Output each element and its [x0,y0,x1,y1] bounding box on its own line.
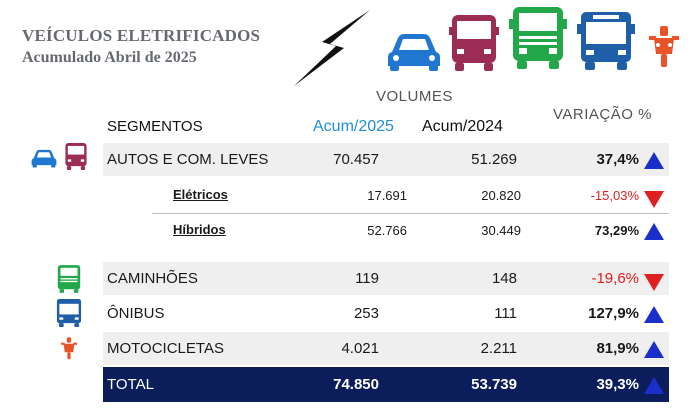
bus-icon [577,12,635,70]
row-variation: 81,9% [596,340,639,357]
row-variation: -15,03% [590,188,639,203]
volumes-header: VOLUMES [376,88,453,105]
row-label: CAMINHÕES [107,270,198,287]
table-row-caminhoes: CAMINHÕES 119 148 -19,6% [103,262,669,295]
up-arrow-icon [644,377,664,394]
row-value-2025: 119 [355,270,379,287]
table-row-autos: AUTOS E COM. LEVES 70.457 51.269 37,4% [103,143,669,176]
down-arrow-icon [644,191,664,208]
acum-2024-header: Acum/2024 [422,118,503,135]
bus-row-icon [56,299,82,327]
up-arrow-icon [644,223,664,240]
lightning-bolt-icon [294,10,370,86]
total-value-2025: 74.850 [333,376,379,393]
row-value-2025: 4.021 [341,340,379,357]
segments-header: SEGMENTOS [107,118,203,135]
down-arrow-icon [644,274,664,291]
row-value-2024: 51.269 [471,151,517,168]
row-value-2025: 253 [353,305,379,322]
acum-2025-header: Acum/2025 [313,118,394,135]
row-label: Híbridos [173,222,226,237]
row-value-2025: 17.691 [367,188,407,203]
row-variation: 73,29% [594,223,639,238]
total-label: TOTAL [107,376,154,393]
variation-header: VARIAÇÃO % [553,106,652,123]
table-row-eletricos: Elétricos 17.691 20.820 -15,03% [103,179,669,212]
page-subtitle: Acumulado Abril de 2025 [22,49,197,66]
row-value-2025: 70.457 [333,151,379,168]
table-row-total: TOTAL 74.850 53.739 39,3% [103,367,669,402]
motorcycle-icon [649,26,679,67]
row-variation: 127,9% [588,305,639,322]
row-label: MOTOCICLETAS [107,340,224,357]
total-variation: 39,3% [596,376,639,393]
motorcycle-row-icon [61,337,77,360]
table-row-onibus: ÔNIBUS 253 111 127,9% [103,297,669,330]
page-title: VEÍCULOS ELETRIFICADOS [22,26,261,45]
up-arrow-icon [644,152,664,169]
van-row-icon [65,143,87,170]
truck-icon [509,7,567,69]
truck-row-icon [57,265,81,293]
car-icon [388,34,440,71]
up-arrow-icon [644,341,664,358]
van-icon [449,15,499,71]
row-variation: -19,6% [591,270,639,287]
row-label: AUTOS E COM. LEVES [107,151,269,168]
row-value-2024: 111 [494,305,517,322]
row-value-2024: 148 [491,270,517,287]
row-variation: 37,4% [596,151,639,168]
row-value-2025: 52.766 [367,223,407,238]
row-value-2024: 20.820 [481,188,521,203]
table-row-hibridos: Híbridos 52.766 30.449 73,29% [103,214,669,247]
row-label: ÔNIBUS [107,305,165,322]
table-row-motocicletas: MOTOCICLETAS 4.021 2.211 81,9% [103,332,669,365]
row-divider [152,213,669,214]
car-row-icon [31,149,57,168]
row-value-2024: 30.449 [481,223,521,238]
row-value-2024: 2.211 [480,340,517,357]
total-value-2024: 53.739 [471,376,517,393]
row-label: Elétricos [173,187,228,202]
up-arrow-icon [644,306,664,323]
